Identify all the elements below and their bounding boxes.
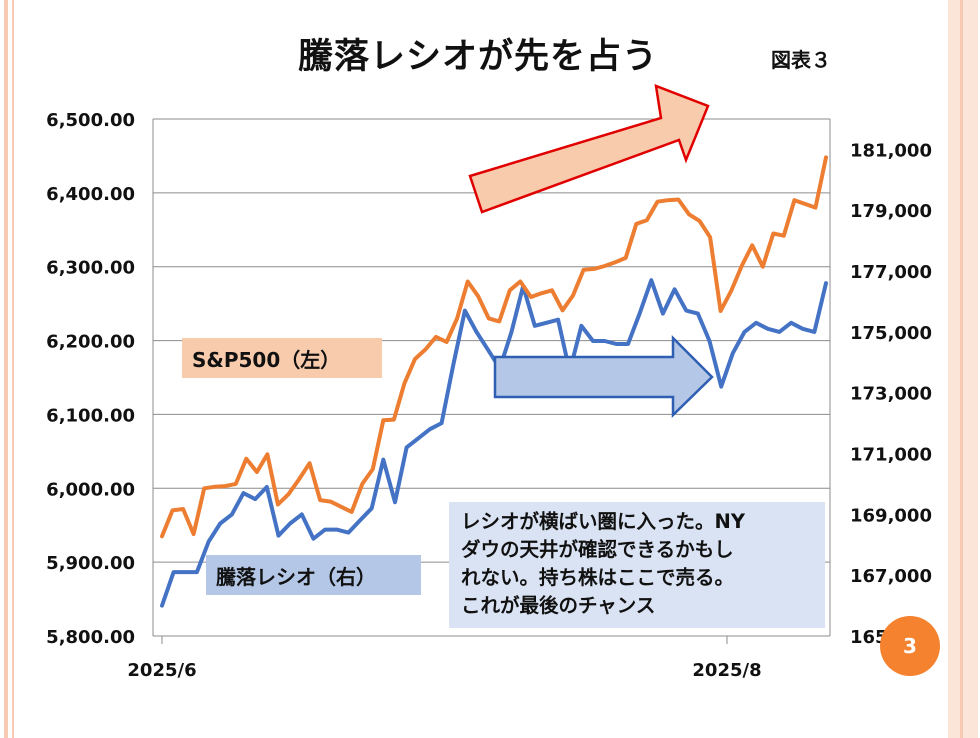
- page-number-badge: 3: [880, 616, 940, 676]
- left-tick-label: 6,200.00: [46, 332, 135, 353]
- border-stripe-right: [948, 0, 978, 738]
- left-tick-label: 6,100.00: [46, 405, 135, 426]
- left-tick-label: 5,800.00: [46, 627, 135, 648]
- page-title: 騰落レシオが先を占う: [298, 37, 659, 77]
- left-tick-label: 6,000.00: [46, 479, 135, 500]
- up-trend-arrow: [468, 84, 710, 214]
- series-line-sp500: [160, 155, 828, 539]
- right-tick-label: 171,000: [850, 445, 932, 466]
- right-axis-ticks: 165,000167,000169,000171,000173,000175,0…: [850, 140, 932, 648]
- border-stripe-left: [4, 0, 8, 738]
- x-tick-label: 2025/6: [127, 660, 196, 681]
- legend-label-sp500: S&P500（左）: [182, 338, 382, 378]
- x-axis-ticks: 2025/6 2025/8: [127, 636, 762, 681]
- left-tick-label: 5,900.00: [46, 553, 135, 574]
- commentary-box: レシオが横ばい圏に入った。NY ダウの天井が確認できるかもし れない。持ち株はこ…: [449, 502, 825, 628]
- x-tick-label: 2025/8: [692, 660, 761, 681]
- right-tick-label: 177,000: [850, 262, 932, 283]
- left-tick-label: 6,400.00: [46, 184, 135, 205]
- left-tick-label: 6,300.00: [46, 258, 135, 279]
- right-tick-label: 167,000: [850, 566, 932, 587]
- right-tick-label: 169,000: [850, 505, 932, 526]
- commentary-line-3: れない。持ち株はここで売る。: [461, 566, 735, 589]
- legend-text-ratio: 騰落レシオ（右）: [216, 564, 376, 589]
- legend-text-sp500: S&P500（左）: [192, 347, 341, 372]
- flat-trend-arrow: [493, 334, 714, 418]
- commentary-line-1: レシオが横ばい圏に入った。NY: [461, 510, 745, 533]
- figure-label: 図表３: [771, 48, 831, 72]
- legend-label-ratio: 騰落レシオ（右）: [206, 555, 421, 595]
- right-tick-label: 179,000: [850, 201, 932, 222]
- left-tick-label: 6,500.00: [46, 110, 135, 131]
- border-stripe-left-inner: [12, 0, 14, 738]
- left-axis-ticks: 5,800.00 5,900.00 6,000.00 6,100.00 6,200.00…: [46, 110, 135, 648]
- commentary-line-4: これが最後のチャンス: [461, 594, 656, 617]
- border-stripe-right-line: [960, 0, 963, 738]
- commentary-line-2: ダウの天井が確認できるかもし: [461, 538, 734, 561]
- right-tick-label: 175,000: [850, 323, 932, 344]
- right-tick-label: 181,000: [850, 140, 932, 161]
- right-tick-label: 173,000: [850, 384, 932, 405]
